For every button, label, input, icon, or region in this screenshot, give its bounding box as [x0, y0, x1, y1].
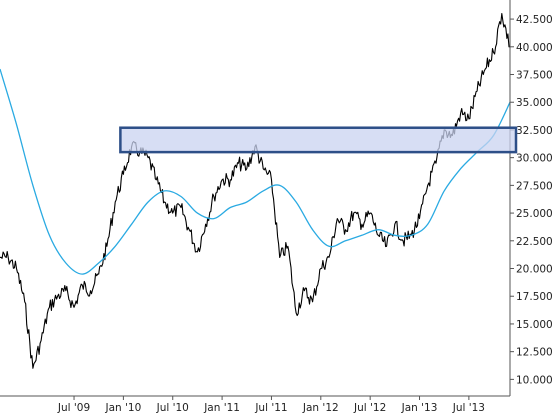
- moving-average-line: [0, 68, 511, 275]
- x-tick-label: Jul '12: [353, 402, 386, 414]
- resistance-zone-box: [119, 126, 518, 154]
- y-axis-ticks: 10.000 12.500 15.000 17.500 20.000 22.500 25.0…: [510, 14, 553, 386]
- y-tick-label: 17.500: [516, 291, 553, 303]
- x-axis-ticks: Jul '09 Jan '10 Jul '10 Jan '11 Jul '11 Jan '…: [57, 396, 485, 414]
- y-tick-label: 12.500: [516, 347, 553, 359]
- y-tick-label: 25.000: [516, 208, 553, 220]
- y-tick-label: 30.000: [516, 153, 553, 165]
- axis-layer: [0, 0, 511, 397]
- x-tick-label: Jul '09: [57, 402, 90, 414]
- x-tick-label: Jan '11: [203, 402, 240, 414]
- x-tick-label: Jan '12: [302, 402, 339, 414]
- y-tick-label: 32.500: [516, 125, 553, 137]
- x-tick-label: Jan '13: [401, 402, 438, 414]
- x-tick-label: Jul '13: [452, 402, 485, 414]
- series-layer: [0, 12, 511, 369]
- x-tick-label: Jan '10: [104, 402, 141, 414]
- y-tick-label: 27.500: [516, 180, 553, 192]
- y-tick-label: 42.500: [516, 14, 553, 26]
- y-tick-label: 10.000: [516, 374, 553, 386]
- y-tick-label: 20.000: [516, 264, 553, 276]
- y-tick-label: 37.500: [516, 70, 553, 82]
- price-series-line: [0, 12, 510, 369]
- x-tick-label: Jul '11: [254, 402, 287, 414]
- y-tick-label: 35.000: [516, 97, 553, 109]
- y-tick-label: 22.500: [516, 236, 553, 248]
- x-tick-label: Jul '10: [156, 402, 189, 414]
- y-tick-label: 15.000: [516, 319, 553, 331]
- resistance-zone-layer: [119, 126, 518, 154]
- y-tick-label: 40.000: [516, 42, 553, 54]
